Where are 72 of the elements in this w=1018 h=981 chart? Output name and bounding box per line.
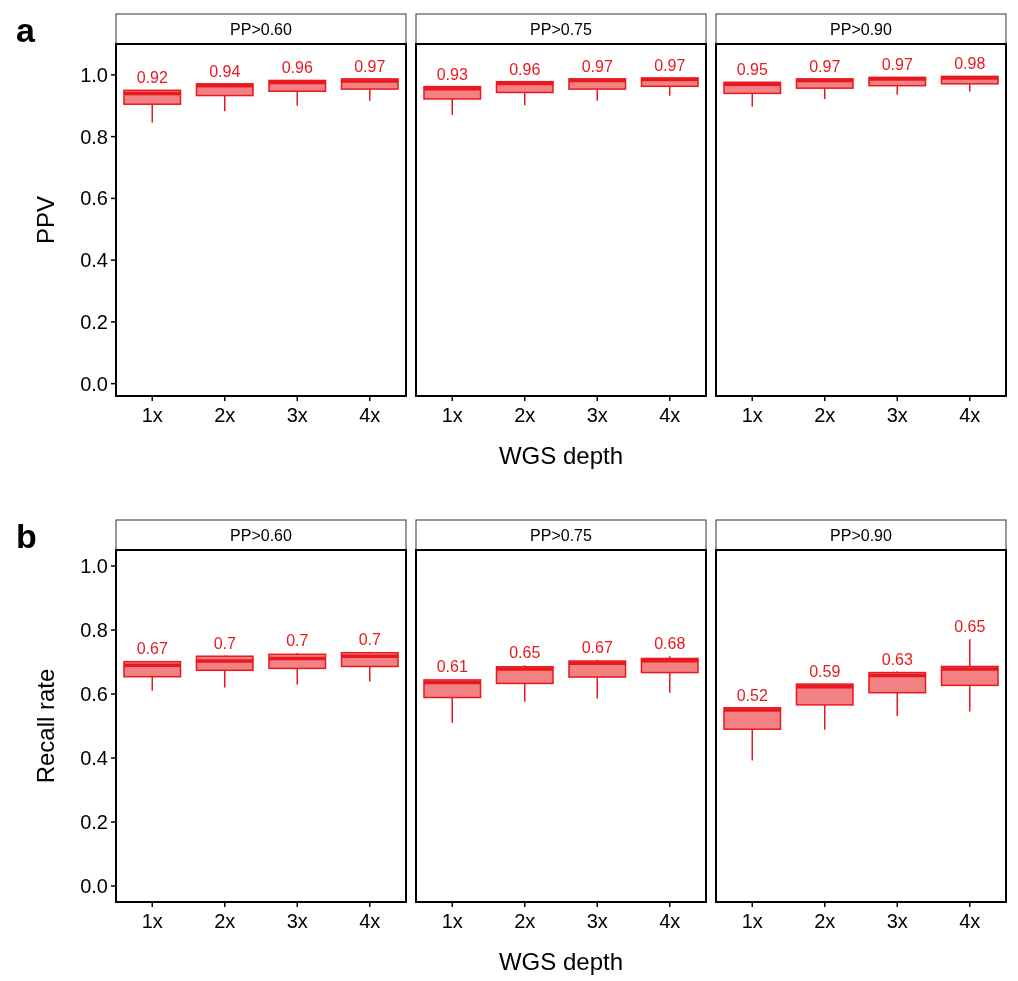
y-tick-label: 0.8	[80, 619, 108, 641]
text: 0.7	[358, 630, 381, 648]
y-tick-label: 0.0	[80, 372, 108, 395]
text: 0.92	[136, 69, 168, 87]
text: 0.61	[436, 658, 468, 676]
chart-title: PP>0.75	[530, 527, 593, 544]
y-tick-label: 0.4	[80, 249, 108, 272]
text: 0.96	[509, 60, 541, 78]
y-tick-label: 0.0	[80, 875, 108, 897]
text: 0.97	[809, 57, 841, 75]
y-tick-label: 0.6	[80, 187, 108, 210]
x-tick-label: 1x	[141, 404, 163, 426]
text: 0.97	[354, 57, 386, 75]
text: 0.65	[954, 618, 986, 636]
x-tick-label: 3x	[586, 910, 608, 932]
x-tick-label: 4x	[959, 910, 981, 932]
x-tick-label: 1x	[441, 910, 463, 932]
x-tick-label: 2x	[814, 404, 836, 426]
x-tick-label: 2x	[214, 404, 236, 426]
x-tick-label: 3x	[886, 404, 908, 426]
text: 0.97	[654, 56, 686, 74]
x-tick-label: 1x	[741, 404, 763, 426]
y-tick-label: 0.2	[80, 811, 108, 833]
text: 0.59	[809, 663, 841, 681]
chart-title: PP>0.60	[230, 21, 293, 38]
x-tick-label: 4x	[659, 910, 681, 932]
x-tick-label: 1x	[141, 910, 163, 932]
x-axis-title: WGS depth	[498, 442, 624, 469]
y-axis-title: Recall rate	[32, 668, 59, 784]
text: 0.65	[509, 644, 541, 662]
text: 0.67	[581, 638, 613, 656]
x-tick-label: 2x	[814, 910, 836, 932]
x-tick-label: 1x	[741, 910, 763, 932]
y-tick-label: 1.0	[80, 63, 108, 86]
x-tick-label: 3x	[286, 404, 308, 426]
chart-title: PP>0.75	[530, 21, 593, 38]
x-tick-label: 3x	[286, 910, 308, 932]
chart-title: PP>0.60	[230, 527, 293, 544]
text: 0.97	[881, 56, 913, 74]
text: 0.94	[209, 62, 241, 80]
text: 0.67	[136, 640, 168, 658]
x-tick-label: 3x	[886, 910, 908, 932]
text: a	[16, 11, 36, 49]
x-tick-label: 2x	[514, 910, 536, 932]
x-tick-label: 4x	[359, 404, 381, 426]
y-tick-label: 0.4	[80, 747, 108, 769]
x-tick-label: 2x	[214, 910, 236, 932]
chart-title: PP>0.90	[830, 21, 893, 38]
x-tick-label: 4x	[359, 910, 381, 932]
y-tick-label: 0.6	[80, 683, 108, 705]
x-tick-label: 1x	[441, 404, 463, 426]
text: 0.95	[736, 61, 768, 79]
x-tick-label: 3x	[586, 404, 608, 426]
y-axis-title: PPV	[32, 195, 59, 245]
text: 0.7	[286, 632, 309, 650]
x-axis-title: WGS depth	[498, 948, 624, 975]
text: b	[16, 517, 37, 555]
text: 0.93	[436, 65, 468, 83]
text: 0.68	[654, 635, 686, 653]
text: 0.7	[213, 634, 236, 652]
text: 0.96	[281, 59, 313, 77]
text: 0.63	[881, 650, 913, 668]
text: 0.97	[581, 57, 613, 75]
x-tick-label: 2x	[514, 404, 536, 426]
y-tick-label: 0.8	[80, 125, 108, 148]
x-tick-label: 4x	[659, 404, 681, 426]
y-tick-label: 1.0	[80, 555, 108, 577]
chart-title: PP>0.90	[830, 527, 893, 544]
text: 0.98	[954, 55, 986, 73]
text: 0.52	[736, 686, 768, 704]
y-tick-label: 0.2	[80, 310, 108, 333]
x-tick-label: 4x	[959, 404, 981, 426]
